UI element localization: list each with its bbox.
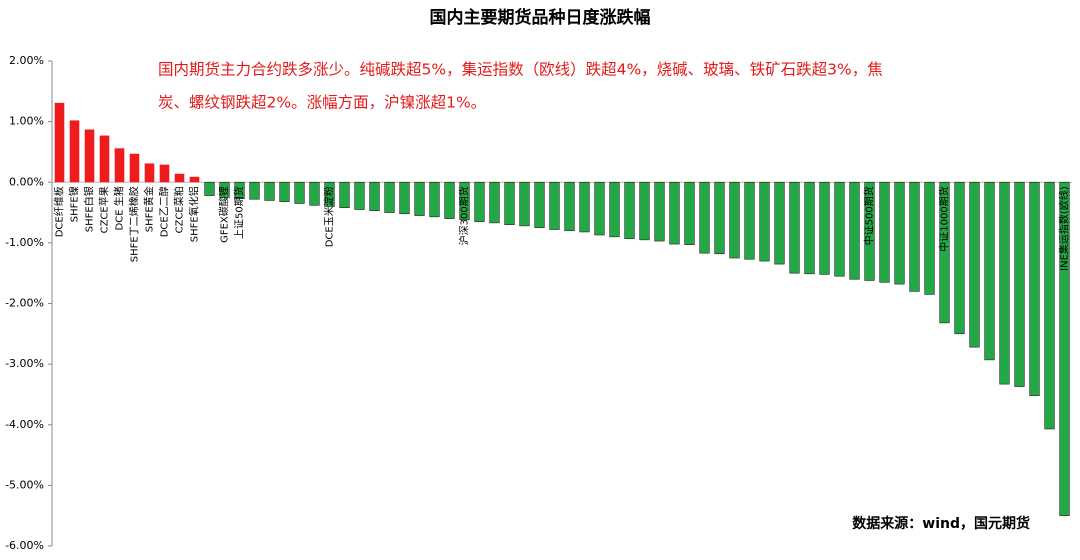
bar: [1059, 181, 1070, 516]
bar: [789, 181, 800, 274]
bar: [144, 163, 155, 183]
bar: [819, 181, 830, 275]
annotation: 国内期货主力合约跌多涨少。纯碱跌超5%，集运指数（欧线）跌超4%，烧碱、玻璃、铁…: [158, 61, 883, 79]
y-tick-label: -3.00%: [5, 357, 44, 370]
x-tick-label: 上证50期货: [233, 186, 246, 239]
x-tick-label: SHFE氧化铝: [188, 186, 201, 242]
bar: [984, 181, 995, 361]
bar: [249, 181, 260, 200]
bar: [219, 181, 230, 198]
bar: [714, 181, 725, 255]
bar: [879, 181, 890, 283]
bar: [159, 164, 170, 183]
x-tick-label: 中证1000期货: [938, 186, 951, 251]
bar: [939, 181, 950, 324]
x-tick-label: SHFE镍: [68, 186, 81, 222]
bar: [1029, 181, 1040, 396]
bar: [954, 181, 965, 335]
x-tick-label: SHFE白银: [83, 186, 96, 232]
x-tick-label: SHFE黄金: [143, 186, 156, 232]
bar: [279, 181, 290, 202]
bar: [609, 181, 620, 238]
bar: [114, 148, 125, 183]
x-tick-label: GFEX碳酸锂: [218, 186, 231, 243]
bar: [639, 181, 650, 241]
bar: [504, 181, 515, 225]
annotation: 炭、螺纹钢跌超2%。涨幅方面，沪镍涨超1%。: [158, 94, 486, 112]
y-tick-label: 2.00%: [9, 54, 44, 67]
bar: [924, 181, 935, 295]
bar: [624, 181, 635, 239]
bar: [564, 181, 575, 232]
bar: [489, 181, 500, 224]
bar: [684, 181, 695, 245]
x-tick-label: DCE玉米淀粉: [323, 186, 336, 247]
chart-title: 国内主要期货品种日度涨跌幅: [430, 7, 651, 28]
x-tick-label: DCE乙二醇: [158, 186, 171, 237]
bar: [384, 181, 395, 213]
bar: [234, 181, 245, 199]
bar: [834, 181, 845, 277]
bar: [759, 181, 770, 262]
x-tick-label: CZCE菜粕: [173, 186, 186, 233]
x-tick-label: DCE 生猪: [113, 186, 126, 230]
bar: [474, 181, 485, 222]
bar: [69, 120, 80, 183]
bar: [729, 181, 740, 259]
bar: [894, 181, 905, 285]
bar: [429, 181, 440, 218]
bar: [864, 181, 875, 281]
y-tick-label: -1.00%: [5, 236, 44, 249]
bar: [324, 181, 335, 207]
bar: [264, 181, 275, 201]
bar: [1044, 181, 1055, 430]
y-tick-label: -2.00%: [5, 297, 44, 310]
bar: [309, 181, 320, 206]
bar: [354, 181, 365, 210]
bar: [519, 181, 530, 227]
bar: [774, 181, 785, 265]
bar: [969, 181, 980, 348]
bar: [534, 181, 545, 229]
bar: [54, 102, 65, 183]
y-tick-label: 1.00%: [9, 115, 44, 128]
y-tick-label: -5.00%: [5, 478, 44, 491]
bar: [579, 181, 590, 233]
bar: [1014, 181, 1025, 387]
x-tick-label: DCE纤维板: [53, 186, 66, 237]
bar: [84, 129, 95, 183]
bar: [414, 181, 425, 216]
bar: [594, 181, 605, 236]
x-tick-label: CZCE苹果: [98, 186, 111, 233]
bar: [174, 173, 185, 183]
bar: [339, 181, 350, 209]
bar: [669, 181, 680, 245]
bar: [744, 181, 755, 260]
bar: [444, 181, 455, 219]
bar: [999, 181, 1010, 385]
x-tick-label: SHFE丁二烯橡胶: [128, 186, 141, 262]
bar: [849, 181, 860, 280]
bar: [804, 181, 815, 275]
bar: [99, 135, 110, 183]
bar: [129, 153, 140, 183]
bar: [699, 181, 710, 254]
bar: [654, 181, 665, 242]
bar: [294, 181, 305, 204]
x-tick-label: 沪深300期货: [458, 186, 471, 245]
bar: [549, 181, 560, 230]
bar: [459, 181, 470, 221]
bar: [189, 176, 200, 183]
x-tick-label: 中证500期货: [863, 186, 876, 245]
bar: [204, 181, 215, 196]
bar: [909, 181, 920, 292]
y-tick-label: 0.00%: [9, 175, 44, 188]
source: 数据来源：wind，国元期货: [852, 515, 1030, 532]
x-tick-label: INE集运指数(欧线): [1058, 186, 1071, 271]
y-tick-label: -6.00%: [5, 539, 44, 552]
bar: [399, 181, 410, 215]
y-tick-label: -4.00%: [5, 418, 44, 431]
bar: [369, 181, 380, 212]
